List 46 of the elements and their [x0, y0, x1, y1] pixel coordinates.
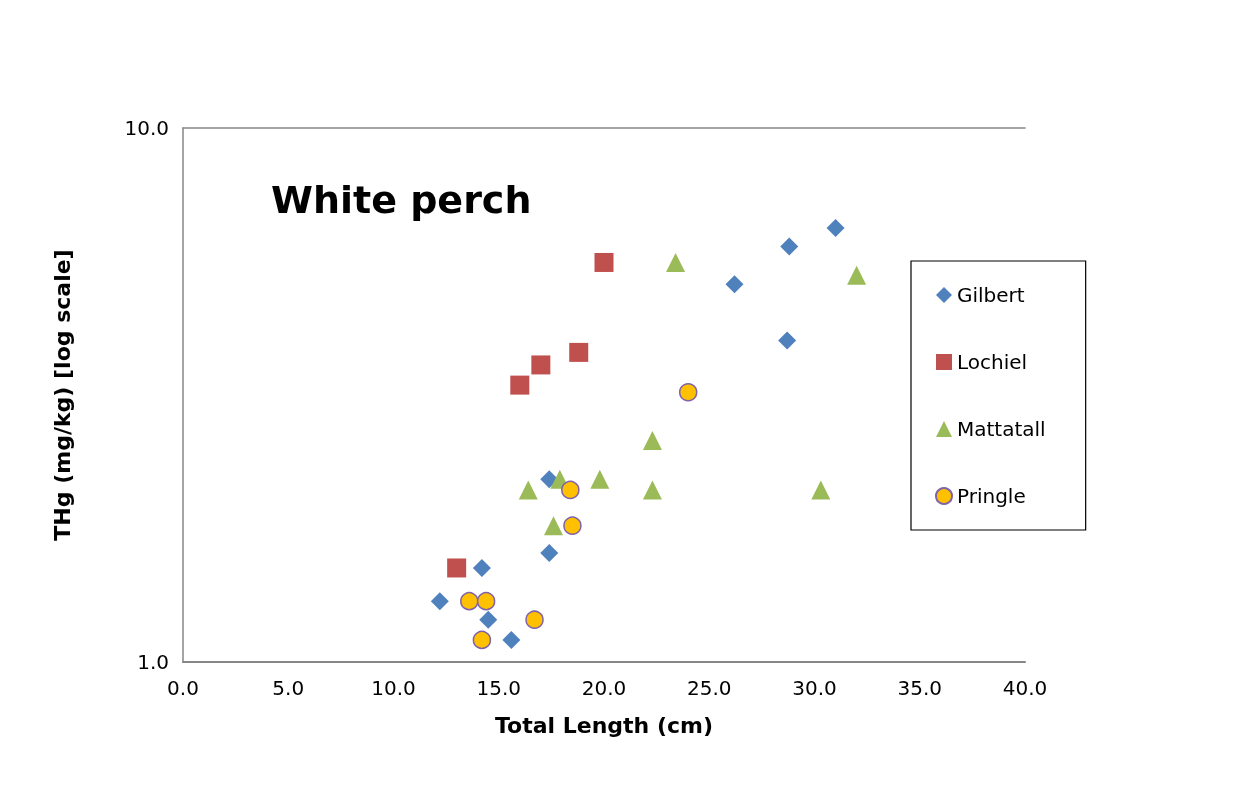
point: [479, 610, 498, 629]
point: [826, 218, 845, 237]
y-tick-label: 1.0: [137, 650, 169, 674]
point: [725, 275, 744, 294]
point: [531, 355, 551, 375]
point: [518, 480, 538, 500]
point: [590, 469, 610, 489]
point: [447, 558, 467, 578]
x-tick-label: 10.0: [371, 676, 416, 700]
point: [472, 630, 492, 650]
legend-label: Gilbert: [957, 283, 1025, 307]
x-tick-label: 15.0: [476, 676, 522, 700]
point: [847, 265, 867, 285]
point: [678, 383, 698, 402]
legend-label: Pringle: [957, 484, 1026, 508]
text: White perch: [271, 178, 532, 222]
point: [811, 480, 831, 500]
legend-label: Lochiel: [957, 350, 1028, 374]
point: [563, 516, 582, 535]
point: [778, 331, 797, 350]
x-tick-label: 35.0: [897, 676, 943, 700]
x-tick-label: 5.0: [272, 676, 305, 700]
point: [476, 591, 496, 611]
point: [510, 375, 530, 395]
point: [472, 558, 491, 577]
point: [569, 342, 589, 362]
point: [502, 630, 521, 649]
x-tick-label: 40.0: [1002, 676, 1048, 700]
point: [543, 516, 563, 536]
point: [642, 430, 662, 450]
x-tick-label: 0.0: [167, 676, 199, 700]
point: [430, 592, 449, 611]
point: [460, 591, 479, 611]
point: [666, 252, 686, 272]
x-tick-label: 30.0: [792, 676, 837, 700]
point: [642, 480, 662, 500]
point: [561, 480, 580, 500]
legend-label: Mattatall: [957, 417, 1046, 441]
point: [525, 610, 544, 629]
x-tick-label: 25.0: [686, 676, 732, 700]
x-tick-label: 20.0: [581, 676, 627, 700]
point: [540, 544, 559, 562]
point: [780, 237, 799, 256]
x-axis-title: Total Length (cm): [494, 712, 714, 738]
y-axis-title: THg (mg/kg) [log scale]: [49, 249, 75, 541]
point: [594, 252, 614, 272]
